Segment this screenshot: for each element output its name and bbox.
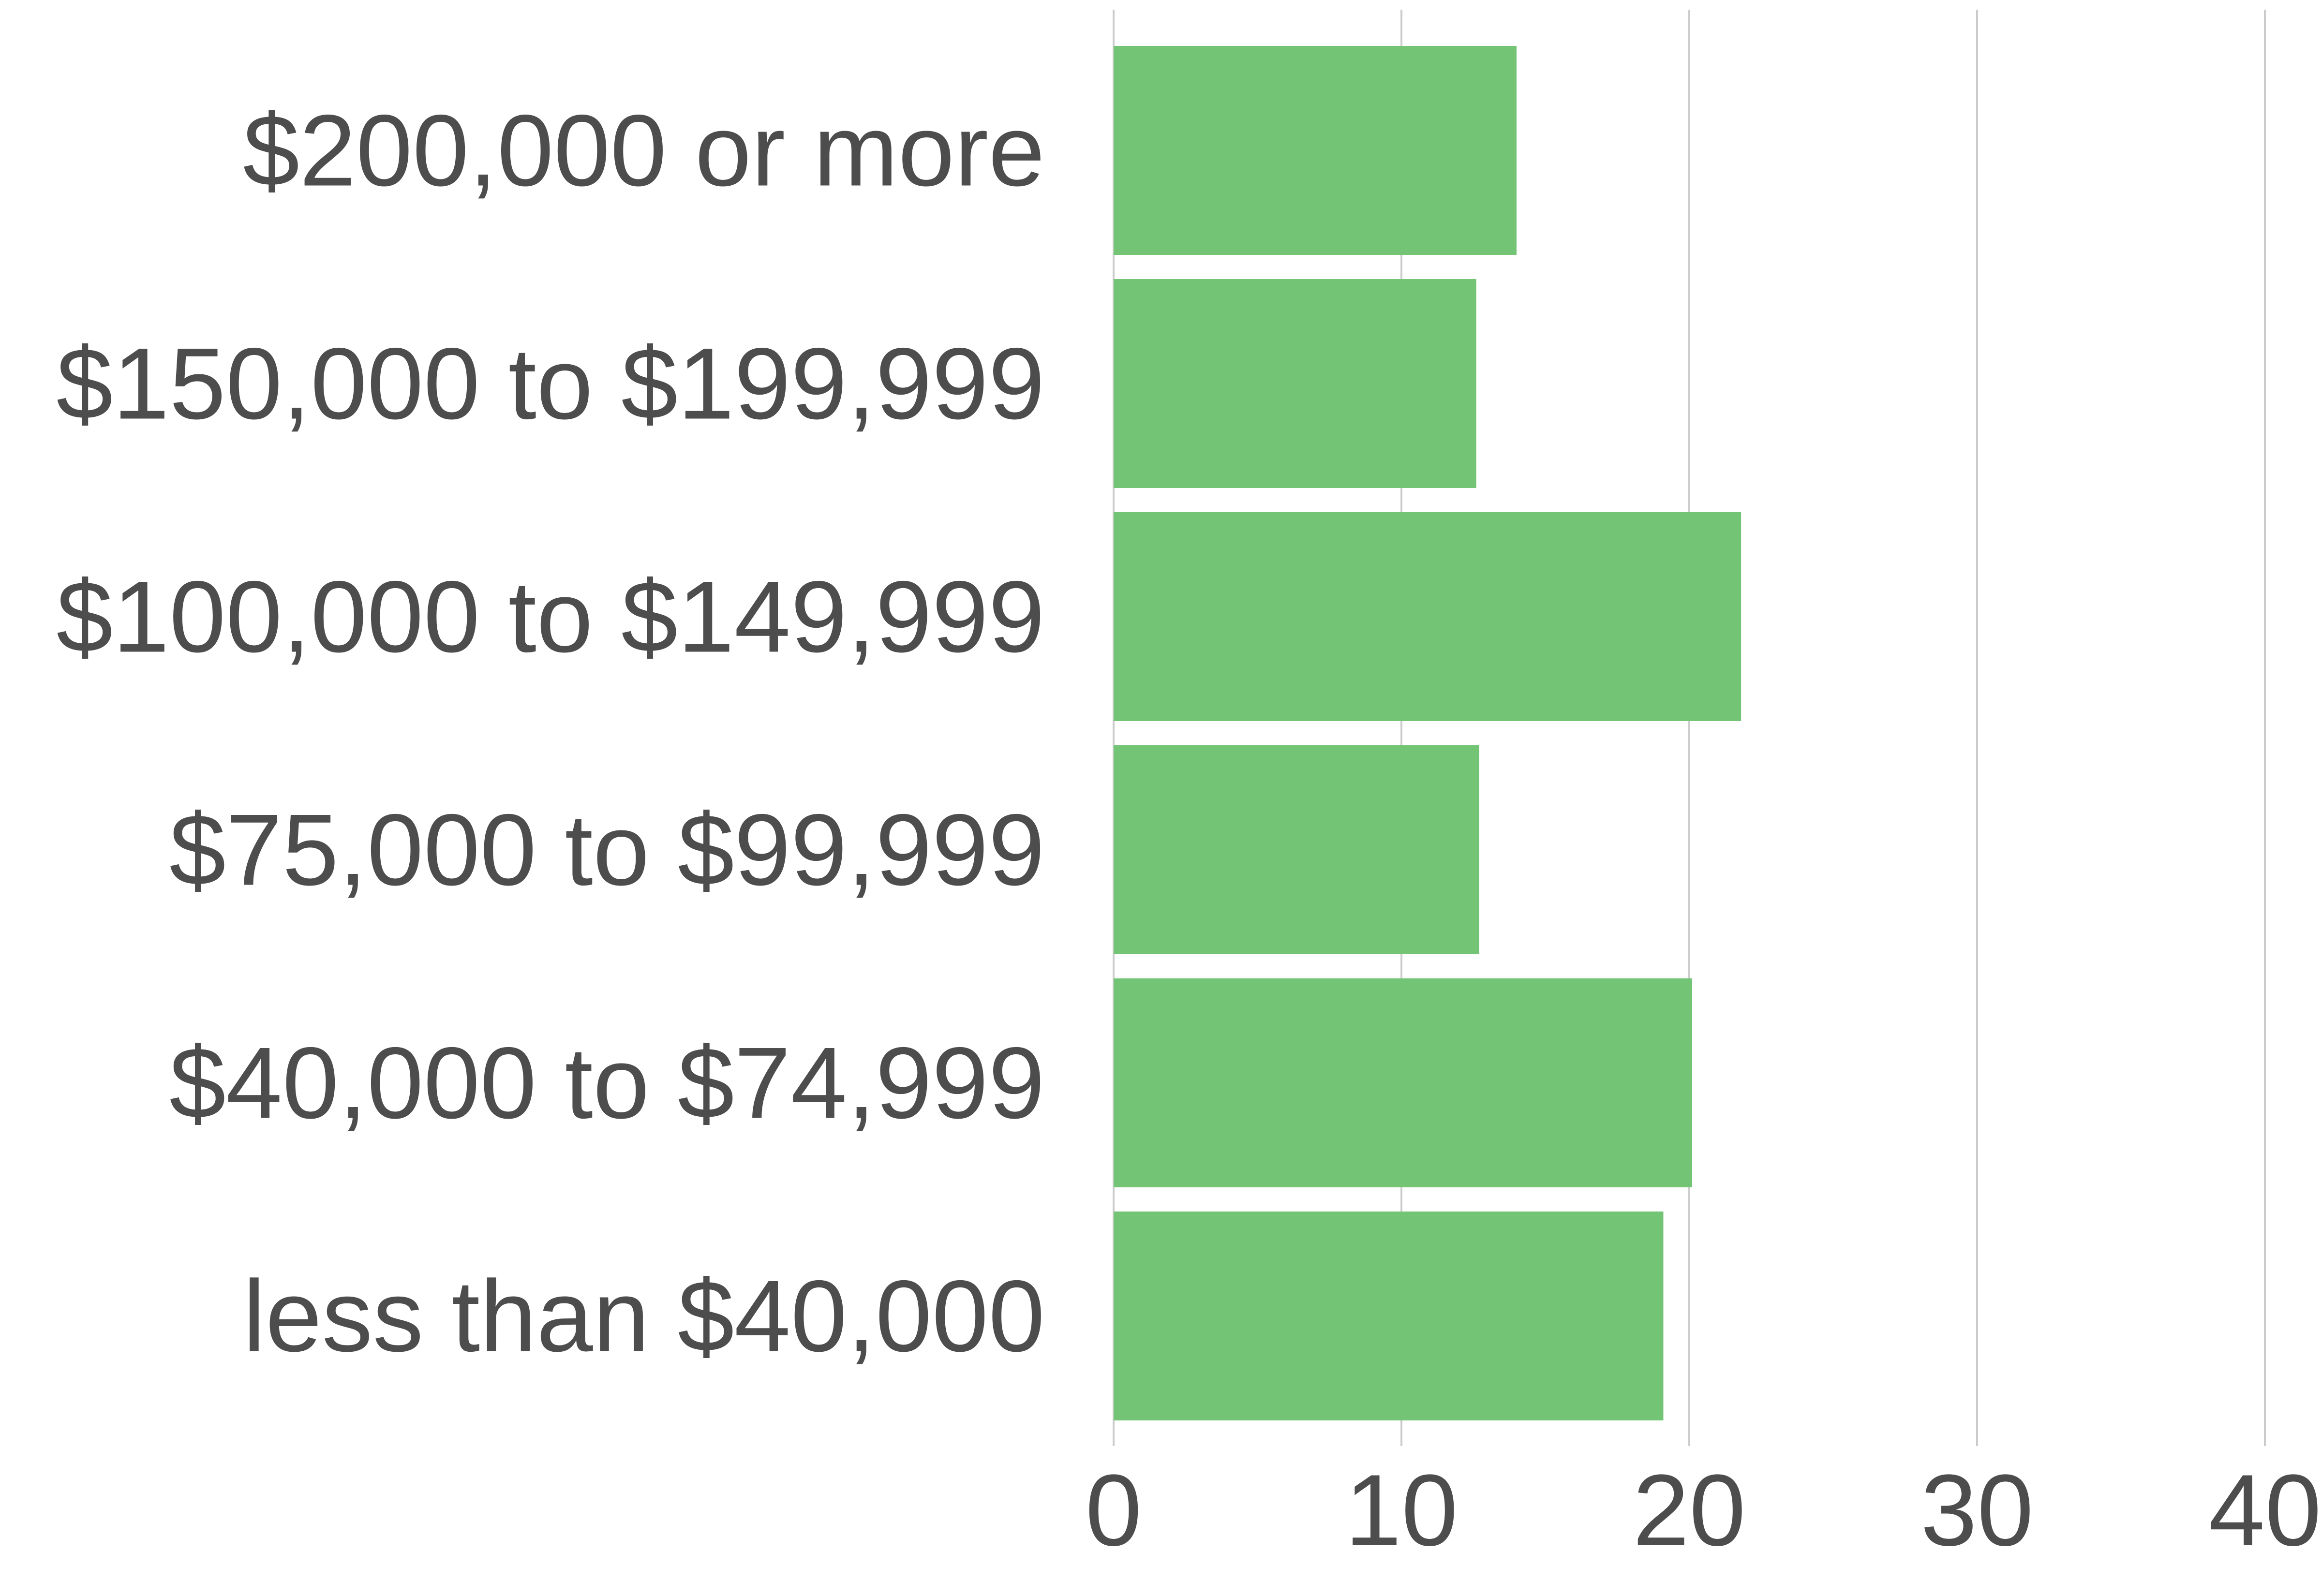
bar-1 bbox=[1114, 279, 1476, 488]
bar-3 bbox=[1114, 745, 1479, 954]
x-tick-labels: 0 10 20 30 40 bbox=[1086, 1453, 2322, 1567]
category-label-0: $200,000 or more bbox=[243, 94, 1045, 207]
x-tick-label-40: 40 bbox=[2208, 1453, 2322, 1567]
category-label-1: $150,000 to $199,999 bbox=[56, 327, 1045, 441]
category-label-4: $40,000 to $74,999 bbox=[169, 1026, 1045, 1140]
x-tick-label-20: 20 bbox=[1633, 1453, 1746, 1567]
category-label-3: $75,000 to $99,999 bbox=[169, 793, 1045, 907]
bar-2 bbox=[1114, 512, 1742, 721]
category-label-2: $100,000 to $149,999 bbox=[56, 560, 1045, 674]
x-tick-label-10: 10 bbox=[1345, 1453, 1458, 1567]
category-label-5: less than $40,000 bbox=[243, 1259, 1045, 1373]
bar-0 bbox=[1114, 46, 1517, 255]
bar-5 bbox=[1114, 1212, 1664, 1420]
category-labels: $200,000 or more $150,000 to $199,999 $100… bbox=[56, 94, 1045, 1373]
x-tick-label-30: 30 bbox=[1920, 1453, 2034, 1567]
bars bbox=[1114, 46, 1742, 1420]
bar-4 bbox=[1114, 978, 1692, 1187]
x-tick-label-0: 0 bbox=[1086, 1453, 1142, 1567]
